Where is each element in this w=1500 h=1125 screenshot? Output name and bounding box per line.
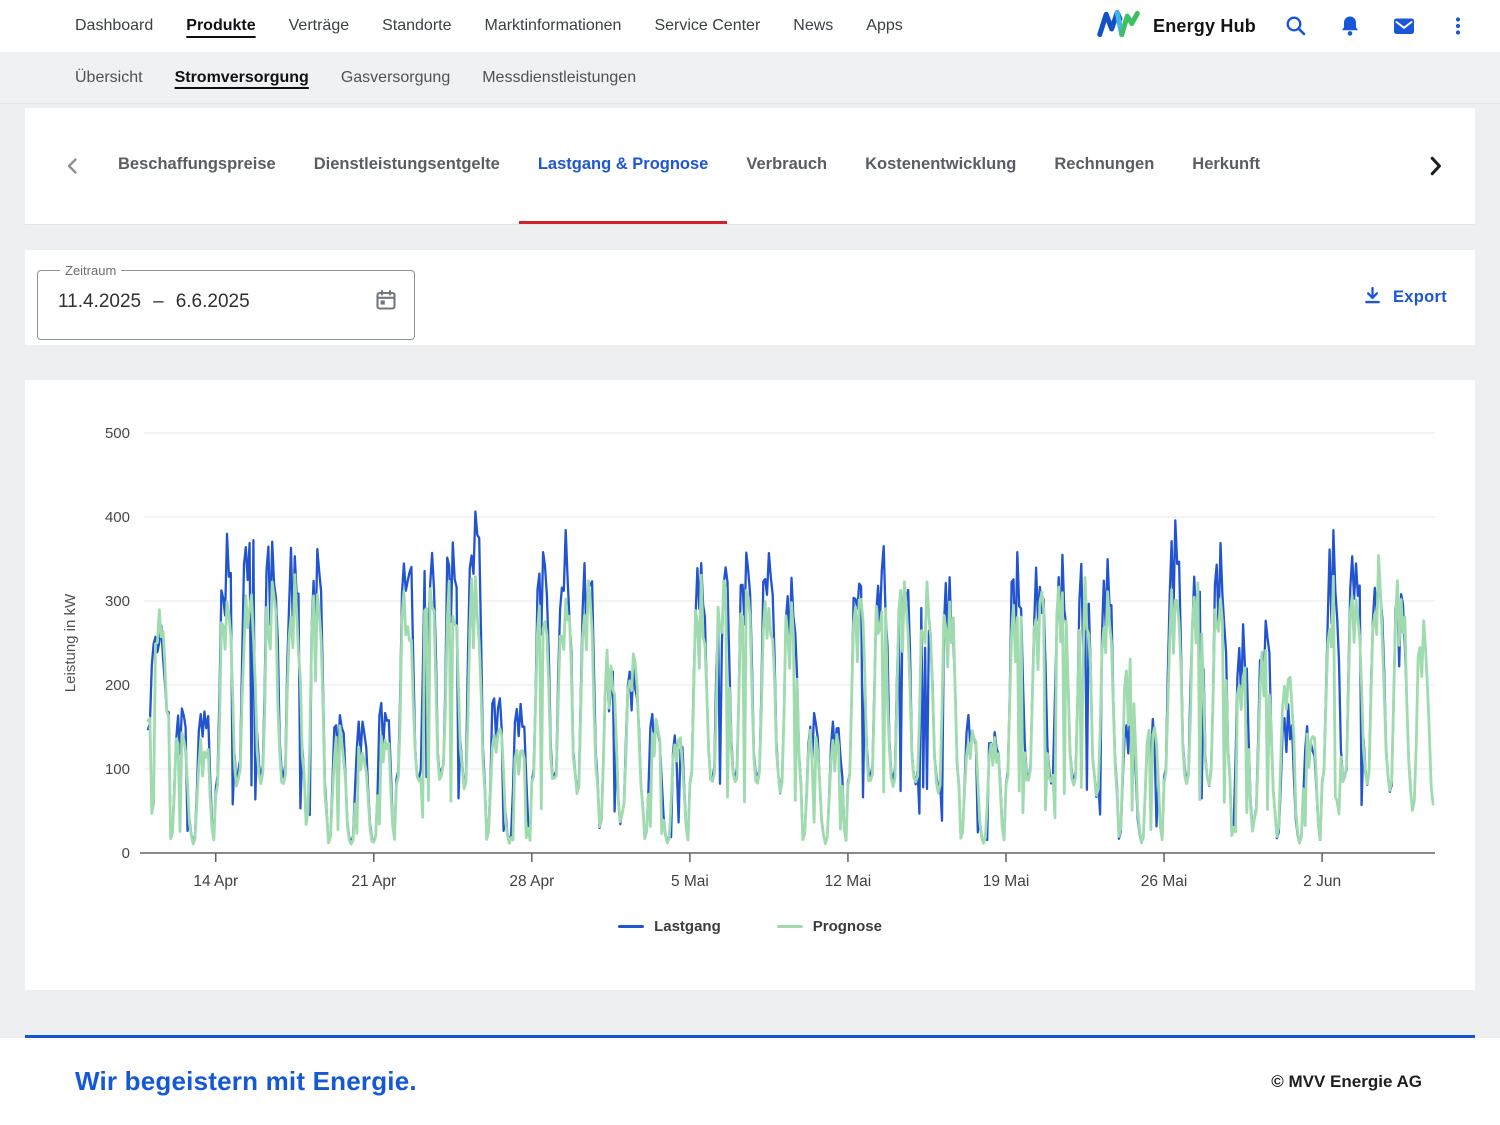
tabs-scroll-left-icon[interactable]	[55, 108, 91, 224]
svg-text:19 Mai: 19 Mai	[983, 873, 1030, 890]
bell-icon[interactable]	[1336, 12, 1364, 40]
svg-text:200: 200	[105, 677, 130, 694]
load-chart: 0 100 200 300 400 500 Leistung in kW 14 Apr 21 A…	[62, 425, 1435, 890]
legend-item-lastgang[interactable]: Lastgang	[618, 918, 721, 935]
nav-item-news[interactable]: News	[793, 17, 834, 34]
top-navigation: Dashboard Produkte Verträge Standorte Ma…	[0, 0, 1500, 52]
sub-navigation: Übersicht Stromversorgung Gasversorgung …	[0, 52, 1500, 104]
tab-verbrauch[interactable]: Verbrauch	[746, 155, 828, 173]
download-icon	[1362, 285, 1383, 311]
nav-item-apps[interactable]: Apps	[866, 17, 903, 34]
search-icon[interactable]	[1282, 12, 1310, 40]
lastgang-label: Lastgang	[654, 918, 721, 935]
tab-dienstleistungsentgelte[interactable]: Dienstleistungsentgelte	[313, 155, 500, 173]
svg-text:100: 100	[105, 761, 130, 778]
subnav-item-messdienstleistungen[interactable]: Messdienstleistungen	[482, 68, 637, 86]
footer-divider	[25, 1035, 1475, 1038]
svg-text:Leistung in kW: Leistung in kW	[62, 593, 79, 692]
svg-text:28 Apr: 28 Apr	[509, 873, 554, 890]
svg-text:26 Mai: 26 Mai	[1141, 873, 1188, 890]
nav-item-service-center[interactable]: Service Center	[654, 17, 761, 34]
calendar-icon[interactable]	[374, 288, 398, 317]
date-end: 6.6.2025	[175, 291, 250, 312]
tab-bar: Beschaffungspreise Dienstleistungsentgel…	[25, 108, 1475, 225]
chart-legend: Lastgang Prognose	[25, 918, 1475, 935]
brand[interactable]: Energy Hub	[1097, 7, 1256, 45]
zeitraum-value: 11.4.2025 – 6.6.2025	[58, 291, 250, 313]
zeitraum-field[interactable]: Zeitraum 11.4.2025 – 6.6.2025	[37, 263, 415, 340]
tab-lastgang-prognose[interactable]: Lastgang & Prognose	[518, 108, 728, 224]
subnav-item-uebersicht[interactable]: Übersicht	[75, 68, 143, 86]
kebab-menu-icon[interactable]	[1444, 12, 1472, 40]
svg-text:2 Jun: 2 Jun	[1303, 873, 1341, 890]
nav-item-marktinformationen[interactable]: Marktinformationen	[484, 17, 622, 34]
subnav-item-gasversorgung[interactable]: Gasversorgung	[340, 68, 451, 86]
svg-text:14 Apr: 14 Apr	[193, 873, 238, 890]
tab-herkunft[interactable]: Herkunft	[1192, 155, 1261, 173]
zeitraum-label: Zeitraum	[65, 263, 117, 278]
svg-text:12 Mai: 12 Mai	[825, 873, 872, 890]
svg-text:500: 500	[105, 425, 130, 442]
brand-title: Energy Hub	[1152, 15, 1256, 36]
lastgang-swatch	[618, 925, 645, 928]
nav-item-dashboard[interactable]: Dashboard	[75, 17, 154, 34]
tab-rechnungen[interactable]: Rechnungen	[1054, 155, 1155, 173]
nav-item-vertraege[interactable]: Verträge	[288, 17, 350, 34]
nav-item-produkte[interactable]: Produkte	[186, 17, 256, 34]
nav-item-standorte[interactable]: Standorte	[382, 17, 452, 34]
date-start: 11.4.2025	[58, 291, 142, 312]
export-button[interactable]: Export	[1362, 285, 1447, 311]
top-nav-items: Dashboard Produkte Verträge Standorte Ma…	[75, 17, 903, 35]
top-nav-right: Energy Hub	[1097, 7, 1472, 45]
svg-text:300: 300	[105, 593, 130, 610]
legend-item-prognose[interactable]: Prognose	[776, 918, 882, 935]
date-separator-icon: –	[153, 291, 164, 312]
footer: Wir begeistern mit Energie. © MVV Energi…	[0, 1038, 1500, 1125]
tabs: Beschaffungspreise Dienstleistungsentgel…	[99, 108, 1279, 224]
filter-row: Zeitraum 11.4.2025 – 6.6.2025	[25, 250, 1475, 345]
subnav-item-stromversorgung[interactable]: Stromversorgung	[174, 68, 309, 86]
zeitraum-value-row: 11.4.2025 – 6.6.2025	[58, 280, 398, 324]
tab-beschaffungspreise[interactable]: Beschaffungspreise	[118, 155, 276, 173]
svg-text:0: 0	[122, 845, 130, 862]
tabs-scroll-right-icon[interactable]	[1417, 108, 1453, 224]
load-chart-card: 0 100 200 300 400 500 Leistung in kW 14 Apr 21 A…	[25, 380, 1475, 990]
svg-text:400: 400	[105, 509, 130, 526]
content-area: Beschaffungspreise Dienstleistungsentgel…	[0, 104, 1500, 1038]
svg-text:21 Apr: 21 Apr	[351, 873, 396, 890]
prognose-swatch	[776, 925, 803, 928]
prognose-label: Prognose	[812, 918, 882, 935]
footer-slogan: Wir begeistern mit Energie.	[75, 1066, 417, 1096]
footer-copyright: © MVV Energie AG	[1271, 1071, 1422, 1091]
svg-text:5 Mai: 5 Mai	[671, 873, 709, 890]
mvv-logo	[1097, 7, 1141, 45]
export-label: Export	[1392, 288, 1447, 306]
mail-icon[interactable]	[1390, 12, 1418, 40]
tab-kostenentwicklung[interactable]: Kostenentwicklung	[865, 155, 1017, 173]
